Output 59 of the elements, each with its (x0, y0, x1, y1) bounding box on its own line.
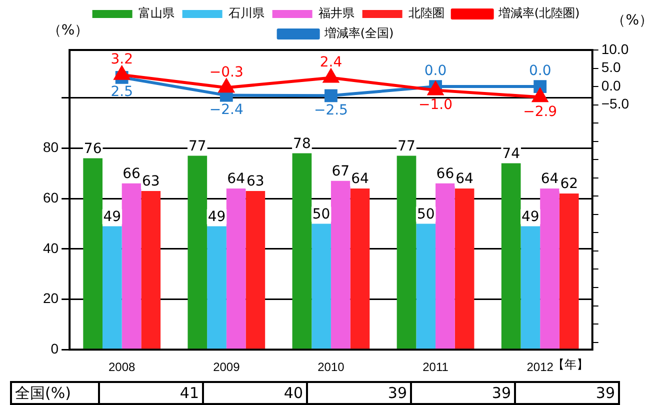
y-tick-label: 40 (42, 240, 59, 256)
y2-axis-title: （%） (612, 12, 647, 29)
data-label: 77 (398, 138, 416, 154)
y-tick-label: 0 (50, 340, 59, 356)
data-label: −1.0 (418, 96, 453, 113)
data-label: −2.9 (523, 104, 558, 120)
data-label: 64 (456, 171, 474, 188)
data-label: 62 (560, 176, 578, 192)
legend-label: 富山県 (138, 6, 174, 20)
y-axis-title: （%） (47, 22, 89, 39)
data-label: 77 (188, 138, 206, 154)
data-label: 39 (307, 382, 411, 404)
legend-label: 増減率(北陸圏) (497, 6, 580, 20)
data-label: −2.4 (209, 102, 244, 118)
x-tick-label: 2012 (526, 360, 554, 374)
data-label: −0.3 (209, 64, 244, 80)
data-label: 64 (540, 171, 559, 188)
data-label: 0.0 (528, 63, 552, 80)
data-label: 50 (312, 206, 330, 222)
data-label: 63 (246, 174, 264, 190)
legend-label: 福井県 (318, 6, 354, 20)
data-label: 78 (293, 136, 311, 152)
y2-tick-label: −5.0 (601, 96, 630, 112)
y2-tick-label: 5.0 (601, 59, 622, 76)
data-label: 76 (84, 140, 102, 157)
data-label: 49 (522, 208, 540, 225)
x-tick-label: 2011 (422, 360, 449, 374)
legend-label: 北陸圏 (408, 6, 444, 20)
data-label: 3.2 (110, 51, 133, 68)
data-label: 63 (142, 174, 160, 190)
y2-tick-label: 0.0 (601, 77, 622, 94)
data-label: 0.0 (424, 63, 447, 80)
data-label: 64 (351, 171, 369, 188)
data-label: 49 (103, 208, 122, 225)
data-label: 39 (515, 382, 619, 404)
data-label: 67 (332, 164, 350, 180)
data-label: −2.5 (314, 102, 348, 118)
data-label: 64 (227, 171, 246, 188)
y-tick-label: 20 (42, 290, 59, 306)
x-tick-label: 2008 (108, 360, 136, 374)
y2-tick-label: 10.0 (601, 40, 629, 57)
x-axis-title: 【年】 (552, 358, 588, 372)
data-label: 2.4 (320, 54, 342, 70)
legend-label: 増減率(全国) (323, 26, 394, 40)
x-tick-label: 2010 (318, 360, 345, 374)
text: 全国(%) (11, 382, 99, 404)
data-label: 40 (203, 382, 307, 404)
data-label: 41 (99, 382, 203, 404)
data-label: 66 (436, 166, 454, 182)
legend-label: 石川県 (228, 6, 264, 20)
y-tick-label: 80 (42, 139, 59, 156)
data-label: 66 (122, 166, 141, 182)
data-label: 50 (416, 206, 435, 222)
x-tick-label: 2009 (213, 360, 240, 374)
data-label: 39 (411, 382, 515, 404)
data-label: 74 (502, 146, 520, 162)
y-tick-label: 60 (42, 189, 59, 206)
data-label: 2.5 (110, 84, 133, 100)
data-label: 49 (208, 208, 226, 225)
